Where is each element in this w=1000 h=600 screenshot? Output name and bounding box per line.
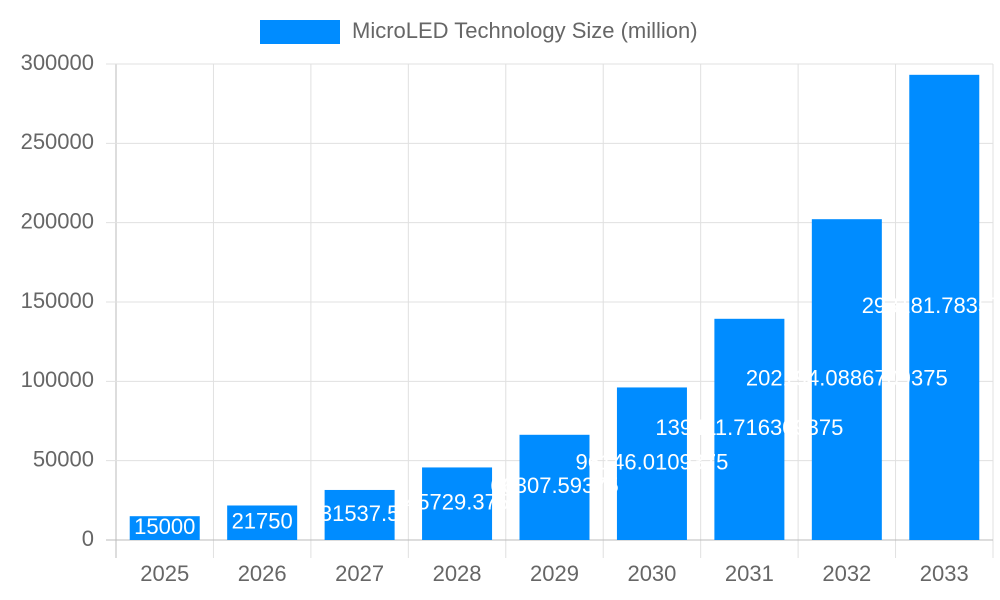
y-tick-label: 300000 [21, 50, 94, 75]
x-tick-label: 2033 [920, 561, 969, 586]
bar [422, 467, 493, 540]
data-label: 21750 [232, 509, 293, 534]
bar [714, 318, 785, 540]
legend-label: MicroLED Technology Size (million) [352, 18, 698, 43]
x-tick-label: 2032 [822, 561, 871, 586]
x-tick-label: 2026 [238, 561, 287, 586]
y-tick-label: 0 [82, 526, 94, 551]
bar [811, 219, 882, 541]
data-label: 15000 [134, 514, 195, 539]
data-label: 31537.5 [320, 501, 400, 526]
bar [324, 489, 395, 540]
y-tick-label: 50000 [33, 446, 94, 471]
x-tick-label: 2029 [530, 561, 579, 586]
y-tick-label: 250000 [21, 129, 94, 154]
data-label: 293181.7835753 [862, 293, 1000, 318]
x-tick-label: 2030 [627, 561, 676, 586]
data-label: 202194.0886709375 [746, 365, 948, 390]
y-tick-label: 100000 [21, 367, 94, 392]
data-label: 45729.375 [405, 490, 509, 515]
bar [129, 516, 200, 540]
data-label: 96146.0109375 [575, 450, 728, 475]
x-tick-label: 2027 [335, 561, 384, 586]
bar [616, 387, 687, 540]
y-tick-label: 200000 [21, 208, 94, 233]
data-label: 66307.59375 [490, 473, 618, 498]
bar [519, 434, 590, 540]
bar [227, 505, 298, 540]
data-label: 139411.716309375 [655, 415, 843, 440]
x-tick-label: 2025 [140, 561, 189, 586]
bar [909, 74, 980, 540]
x-tick-label: 2031 [725, 561, 774, 586]
y-tick-label: 150000 [21, 288, 94, 313]
legend-swatch [260, 20, 340, 44]
x-tick-label: 2028 [433, 561, 482, 586]
